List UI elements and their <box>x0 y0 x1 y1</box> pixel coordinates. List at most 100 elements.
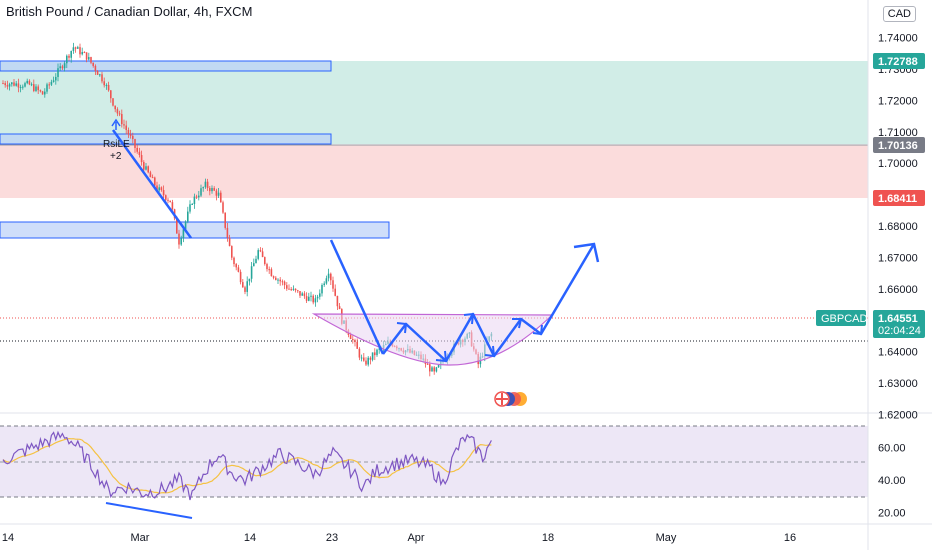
candle-body <box>303 293 306 297</box>
candle-body <box>200 188 202 196</box>
projected-path[interactable] <box>382 243 596 363</box>
price-axis[interactable]: 1.740001.730001.720001.710001.700001.690… <box>878 33 918 422</box>
candle-body <box>244 287 246 292</box>
candle-body <box>26 80 28 84</box>
supply-box-top[interactable] <box>0 60 332 72</box>
candle-body <box>94 65 97 72</box>
candle-body <box>4 83 6 86</box>
candle-body <box>178 233 180 245</box>
candle-body <box>294 288 297 291</box>
price-tick-6: 1.68000 <box>878 221 918 233</box>
supply-box-mid[interactable] <box>0 133 332 145</box>
candle-body <box>50 81 53 85</box>
rsi-divergence-line[interactable] <box>105 502 193 519</box>
supply-box-low[interactable] <box>0 221 390 239</box>
candle-body <box>167 199 169 201</box>
candle-body <box>312 295 314 303</box>
candle-body <box>336 295 339 307</box>
price-tick-2: 1.72000 <box>878 95 918 107</box>
candle-body <box>275 277 277 280</box>
candle-body <box>255 258 257 264</box>
arrowhead-4 <box>484 345 496 358</box>
candle-body <box>28 80 31 85</box>
candle-body <box>217 192 220 196</box>
candle-body <box>35 86 37 91</box>
candle-body <box>272 276 275 278</box>
countdown-label: 02:04:24 <box>878 325 921 337</box>
candle-body <box>114 105 116 110</box>
candle-body <box>356 341 358 349</box>
price-tick-7: 1.67000 <box>878 252 918 264</box>
candle-body <box>105 84 108 86</box>
candle-body <box>246 281 248 292</box>
time-tick-0: 14 <box>2 532 14 544</box>
candle-body <box>299 291 301 296</box>
candle-body <box>277 279 279 281</box>
candle-body <box>143 162 145 170</box>
candle-body <box>334 288 336 296</box>
time-tick-2: 14 <box>244 532 256 544</box>
time-axis[interactable]: 14 Mar 14 23 Apr 18 May 16 <box>2 532 796 544</box>
candle-body <box>371 352 374 360</box>
candle-body <box>352 338 354 341</box>
downtrend-line-1[interactable] <box>111 129 193 239</box>
target-zone <box>0 61 868 144</box>
candle-body <box>123 124 125 126</box>
downtrend-line-2[interactable] <box>329 239 385 355</box>
candle-body <box>19 87 22 89</box>
rsile-arrow-icon <box>111 118 121 130</box>
candle-body <box>171 202 174 210</box>
rsi-axis[interactable]: 60.00 40.00 20.00 <box>878 443 906 520</box>
time-tick-1: Mar <box>131 532 150 544</box>
stop-price-label: 1.68411 <box>878 193 917 205</box>
candle-body <box>378 348 380 350</box>
candle-body <box>198 195 200 198</box>
candle-body <box>138 151 141 156</box>
candle-body <box>182 229 185 239</box>
candle-body <box>107 84 110 91</box>
candle-body <box>116 109 119 114</box>
candle-body <box>248 278 251 282</box>
candle-body <box>37 86 39 91</box>
candle-body <box>99 74 101 76</box>
price-tick-4: 1.70000 <box>878 158 918 170</box>
candle-body <box>228 237 231 247</box>
candle-body <box>220 192 222 203</box>
candle-body <box>88 57 90 60</box>
candle-body <box>319 293 321 297</box>
time-tick-4: Apr <box>407 532 424 544</box>
candle-body <box>59 66 61 69</box>
cup-pattern[interactable] <box>311 313 554 366</box>
candle-body <box>169 200 171 203</box>
candle-body <box>270 269 273 277</box>
candle-body <box>239 271 242 283</box>
candle-body <box>257 250 259 259</box>
candle-body <box>92 62 94 66</box>
candle-body <box>242 282 244 288</box>
candle-body <box>187 211 189 222</box>
candle-body <box>279 279 281 282</box>
candle-body <box>286 285 288 289</box>
last-price-tag <box>873 310 925 338</box>
candle-body <box>11 82 13 85</box>
candle-body <box>165 195 167 200</box>
candle-body <box>354 340 356 342</box>
candle-body <box>52 80 55 82</box>
candle-body <box>360 357 363 359</box>
candle-body <box>237 267 240 272</box>
candle-body <box>338 306 341 310</box>
uk-events-icon[interactable] <box>494 391 527 407</box>
currency-button[interactable]: CAD <box>882 6 916 22</box>
candle-body <box>77 47 79 49</box>
candle-body <box>127 130 130 135</box>
candle-body <box>213 188 215 191</box>
candle-body <box>316 296 319 299</box>
time-tick-5: 18 <box>542 532 554 544</box>
candle-body <box>332 280 334 289</box>
candle-body <box>81 52 83 55</box>
candle-body <box>321 284 323 294</box>
candle-body <box>259 250 262 252</box>
candle-body <box>30 84 33 86</box>
rsile-label: RsiLE <box>103 139 130 150</box>
